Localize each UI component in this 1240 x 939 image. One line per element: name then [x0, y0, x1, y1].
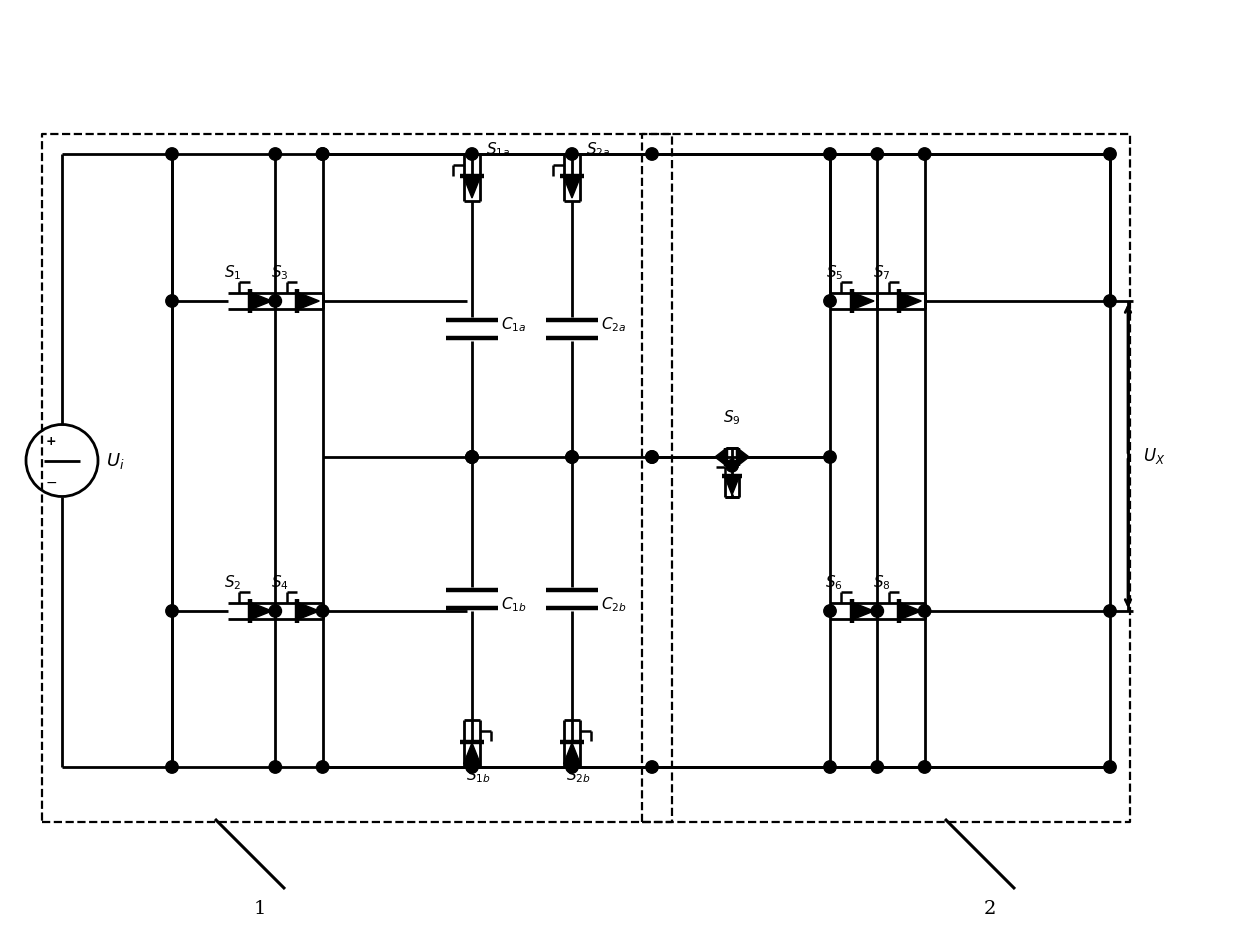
Circle shape	[565, 451, 578, 463]
Circle shape	[823, 451, 836, 463]
Circle shape	[466, 451, 479, 463]
Circle shape	[870, 147, 883, 161]
Polygon shape	[853, 293, 874, 309]
Circle shape	[166, 295, 179, 307]
Circle shape	[1104, 295, 1116, 307]
Text: 2: 2	[983, 900, 996, 918]
Circle shape	[316, 147, 329, 161]
Polygon shape	[900, 603, 921, 620]
Circle shape	[646, 147, 658, 161]
Text: $S_5$: $S_5$	[826, 263, 843, 282]
Text: +: +	[46, 436, 57, 448]
Polygon shape	[738, 448, 749, 466]
Text: $S_7$: $S_7$	[873, 263, 890, 282]
Circle shape	[823, 605, 836, 617]
Polygon shape	[564, 743, 580, 763]
Circle shape	[646, 451, 658, 463]
Circle shape	[316, 761, 329, 773]
Circle shape	[565, 761, 578, 773]
Circle shape	[269, 295, 281, 307]
Polygon shape	[900, 293, 921, 309]
Text: $S_{1a}$: $S_{1a}$	[486, 140, 511, 159]
Circle shape	[565, 147, 578, 161]
Text: $C_{1a}$: $C_{1a}$	[501, 315, 527, 333]
Circle shape	[466, 147, 479, 161]
Circle shape	[1104, 605, 1116, 617]
Text: $S_{2b}$: $S_{2b}$	[567, 766, 591, 785]
Circle shape	[166, 147, 179, 161]
Text: $S_2$: $S_2$	[223, 573, 241, 592]
Polygon shape	[464, 177, 480, 198]
Text: $S_{1b}$: $S_{1b}$	[466, 766, 491, 785]
Text: $U_X$: $U_X$	[1143, 446, 1166, 466]
Text: 1: 1	[254, 900, 267, 918]
Circle shape	[919, 147, 931, 161]
Text: $S_6$: $S_6$	[826, 573, 843, 592]
Polygon shape	[564, 177, 580, 198]
Circle shape	[870, 605, 883, 617]
Circle shape	[725, 459, 738, 472]
Polygon shape	[299, 603, 320, 620]
Circle shape	[166, 605, 179, 617]
Text: $S_{2a}$: $S_{2a}$	[587, 140, 610, 159]
Circle shape	[466, 761, 479, 773]
Text: $S_4$: $S_4$	[270, 573, 289, 592]
Circle shape	[646, 451, 658, 463]
Text: $S_9$: $S_9$	[723, 408, 740, 427]
Circle shape	[1104, 761, 1116, 773]
Text: $C_{2b}$: $C_{2b}$	[601, 595, 627, 614]
Circle shape	[565, 451, 578, 463]
Circle shape	[646, 761, 658, 773]
Text: $S_3$: $S_3$	[270, 263, 289, 282]
Circle shape	[823, 147, 836, 161]
Circle shape	[823, 761, 836, 773]
Circle shape	[269, 147, 281, 161]
Polygon shape	[252, 293, 272, 309]
Circle shape	[269, 761, 281, 773]
Polygon shape	[853, 603, 874, 620]
Text: $S_1$: $S_1$	[223, 263, 241, 282]
Text: $U_i$: $U_i$	[105, 451, 125, 470]
Polygon shape	[715, 448, 727, 466]
Circle shape	[823, 295, 836, 307]
Circle shape	[269, 605, 281, 617]
Text: $S_8$: $S_8$	[873, 573, 890, 592]
Text: $C_{1b}$: $C_{1b}$	[501, 595, 527, 614]
Text: −: −	[46, 476, 57, 490]
Circle shape	[166, 761, 179, 773]
Polygon shape	[252, 603, 272, 620]
Circle shape	[919, 761, 931, 773]
Polygon shape	[725, 477, 739, 495]
Circle shape	[466, 451, 479, 463]
Circle shape	[870, 761, 883, 773]
Circle shape	[316, 147, 329, 161]
Circle shape	[316, 605, 329, 617]
Circle shape	[1104, 147, 1116, 161]
Circle shape	[466, 451, 479, 463]
Text: $C_{2a}$: $C_{2a}$	[601, 315, 626, 333]
Polygon shape	[299, 293, 320, 309]
Circle shape	[919, 605, 931, 617]
Polygon shape	[464, 743, 480, 763]
